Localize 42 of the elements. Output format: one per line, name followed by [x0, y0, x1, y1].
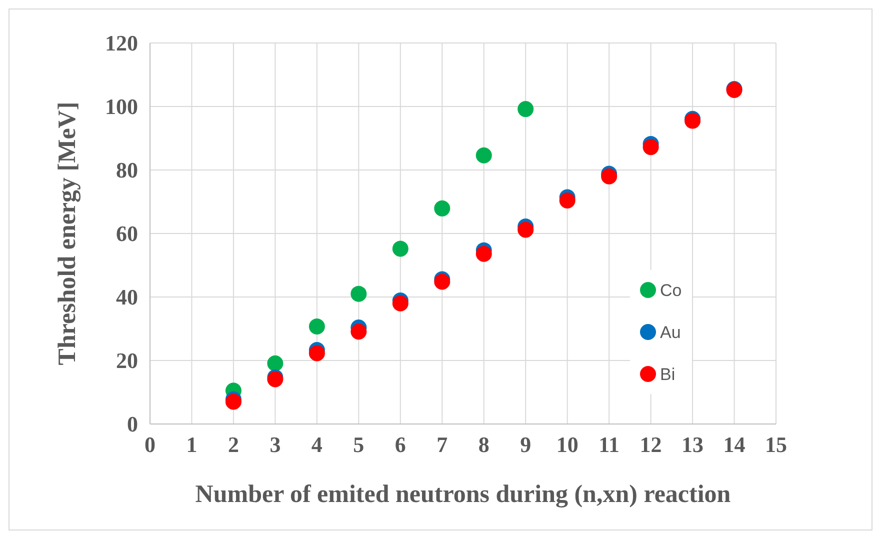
- legend-label: Bi: [660, 364, 676, 384]
- point: [308, 318, 325, 335]
- x-tick-label: 12: [640, 432, 662, 457]
- point: [518, 101, 534, 118]
- point: [392, 240, 408, 257]
- x-tick-label: 4: [311, 432, 322, 457]
- y-tick-label: 80: [116, 158, 138, 183]
- point: [350, 286, 367, 302]
- y-tick-label: 40: [116, 284, 138, 310]
- x-tick-label: 5: [353, 432, 364, 457]
- y-axis-title: Threshold energy [MeV]: [54, 102, 81, 366]
- point: [392, 295, 408, 312]
- x-tick-label: 14: [723, 432, 746, 457]
- y-tick-label: 120: [105, 30, 138, 56]
- x-axis-title: Number of emited neutrons during (n,xn) reaction: [195, 481, 731, 508]
- point: [642, 139, 659, 156]
- x-tick-label: 2: [228, 432, 239, 457]
- x-tick-label: 6: [394, 432, 406, 457]
- x-tick-label: 0: [144, 432, 156, 457]
- point: [308, 345, 325, 362]
- y-tick-label: 60: [116, 221, 138, 246]
- x-tick-label: 15: [765, 432, 787, 457]
- x-tick-label: 13: [682, 432, 704, 457]
- point: [476, 147, 492, 164]
- y-tick-label: 20: [116, 348, 138, 374]
- point: [559, 192, 576, 208]
- x-tick-label: 10: [556, 432, 578, 457]
- x-tick-label: 3: [270, 432, 281, 457]
- legend-label: Co: [660, 280, 682, 300]
- point: [267, 355, 284, 372]
- x-tick-label: 7: [436, 432, 448, 457]
- x-tick-label: 9: [520, 432, 532, 457]
- point: [350, 324, 367, 340]
- x-tick-label: 1: [186, 432, 198, 457]
- point: [434, 200, 450, 216]
- point: [518, 222, 534, 238]
- x-tick-label: 11: [598, 432, 620, 457]
- point: [476, 246, 492, 262]
- x-tick-label: 8: [478, 432, 490, 457]
- y-tick-label: 100: [105, 94, 138, 120]
- y-tick-label: 0: [127, 412, 138, 437]
- legend-label: Au: [660, 322, 681, 342]
